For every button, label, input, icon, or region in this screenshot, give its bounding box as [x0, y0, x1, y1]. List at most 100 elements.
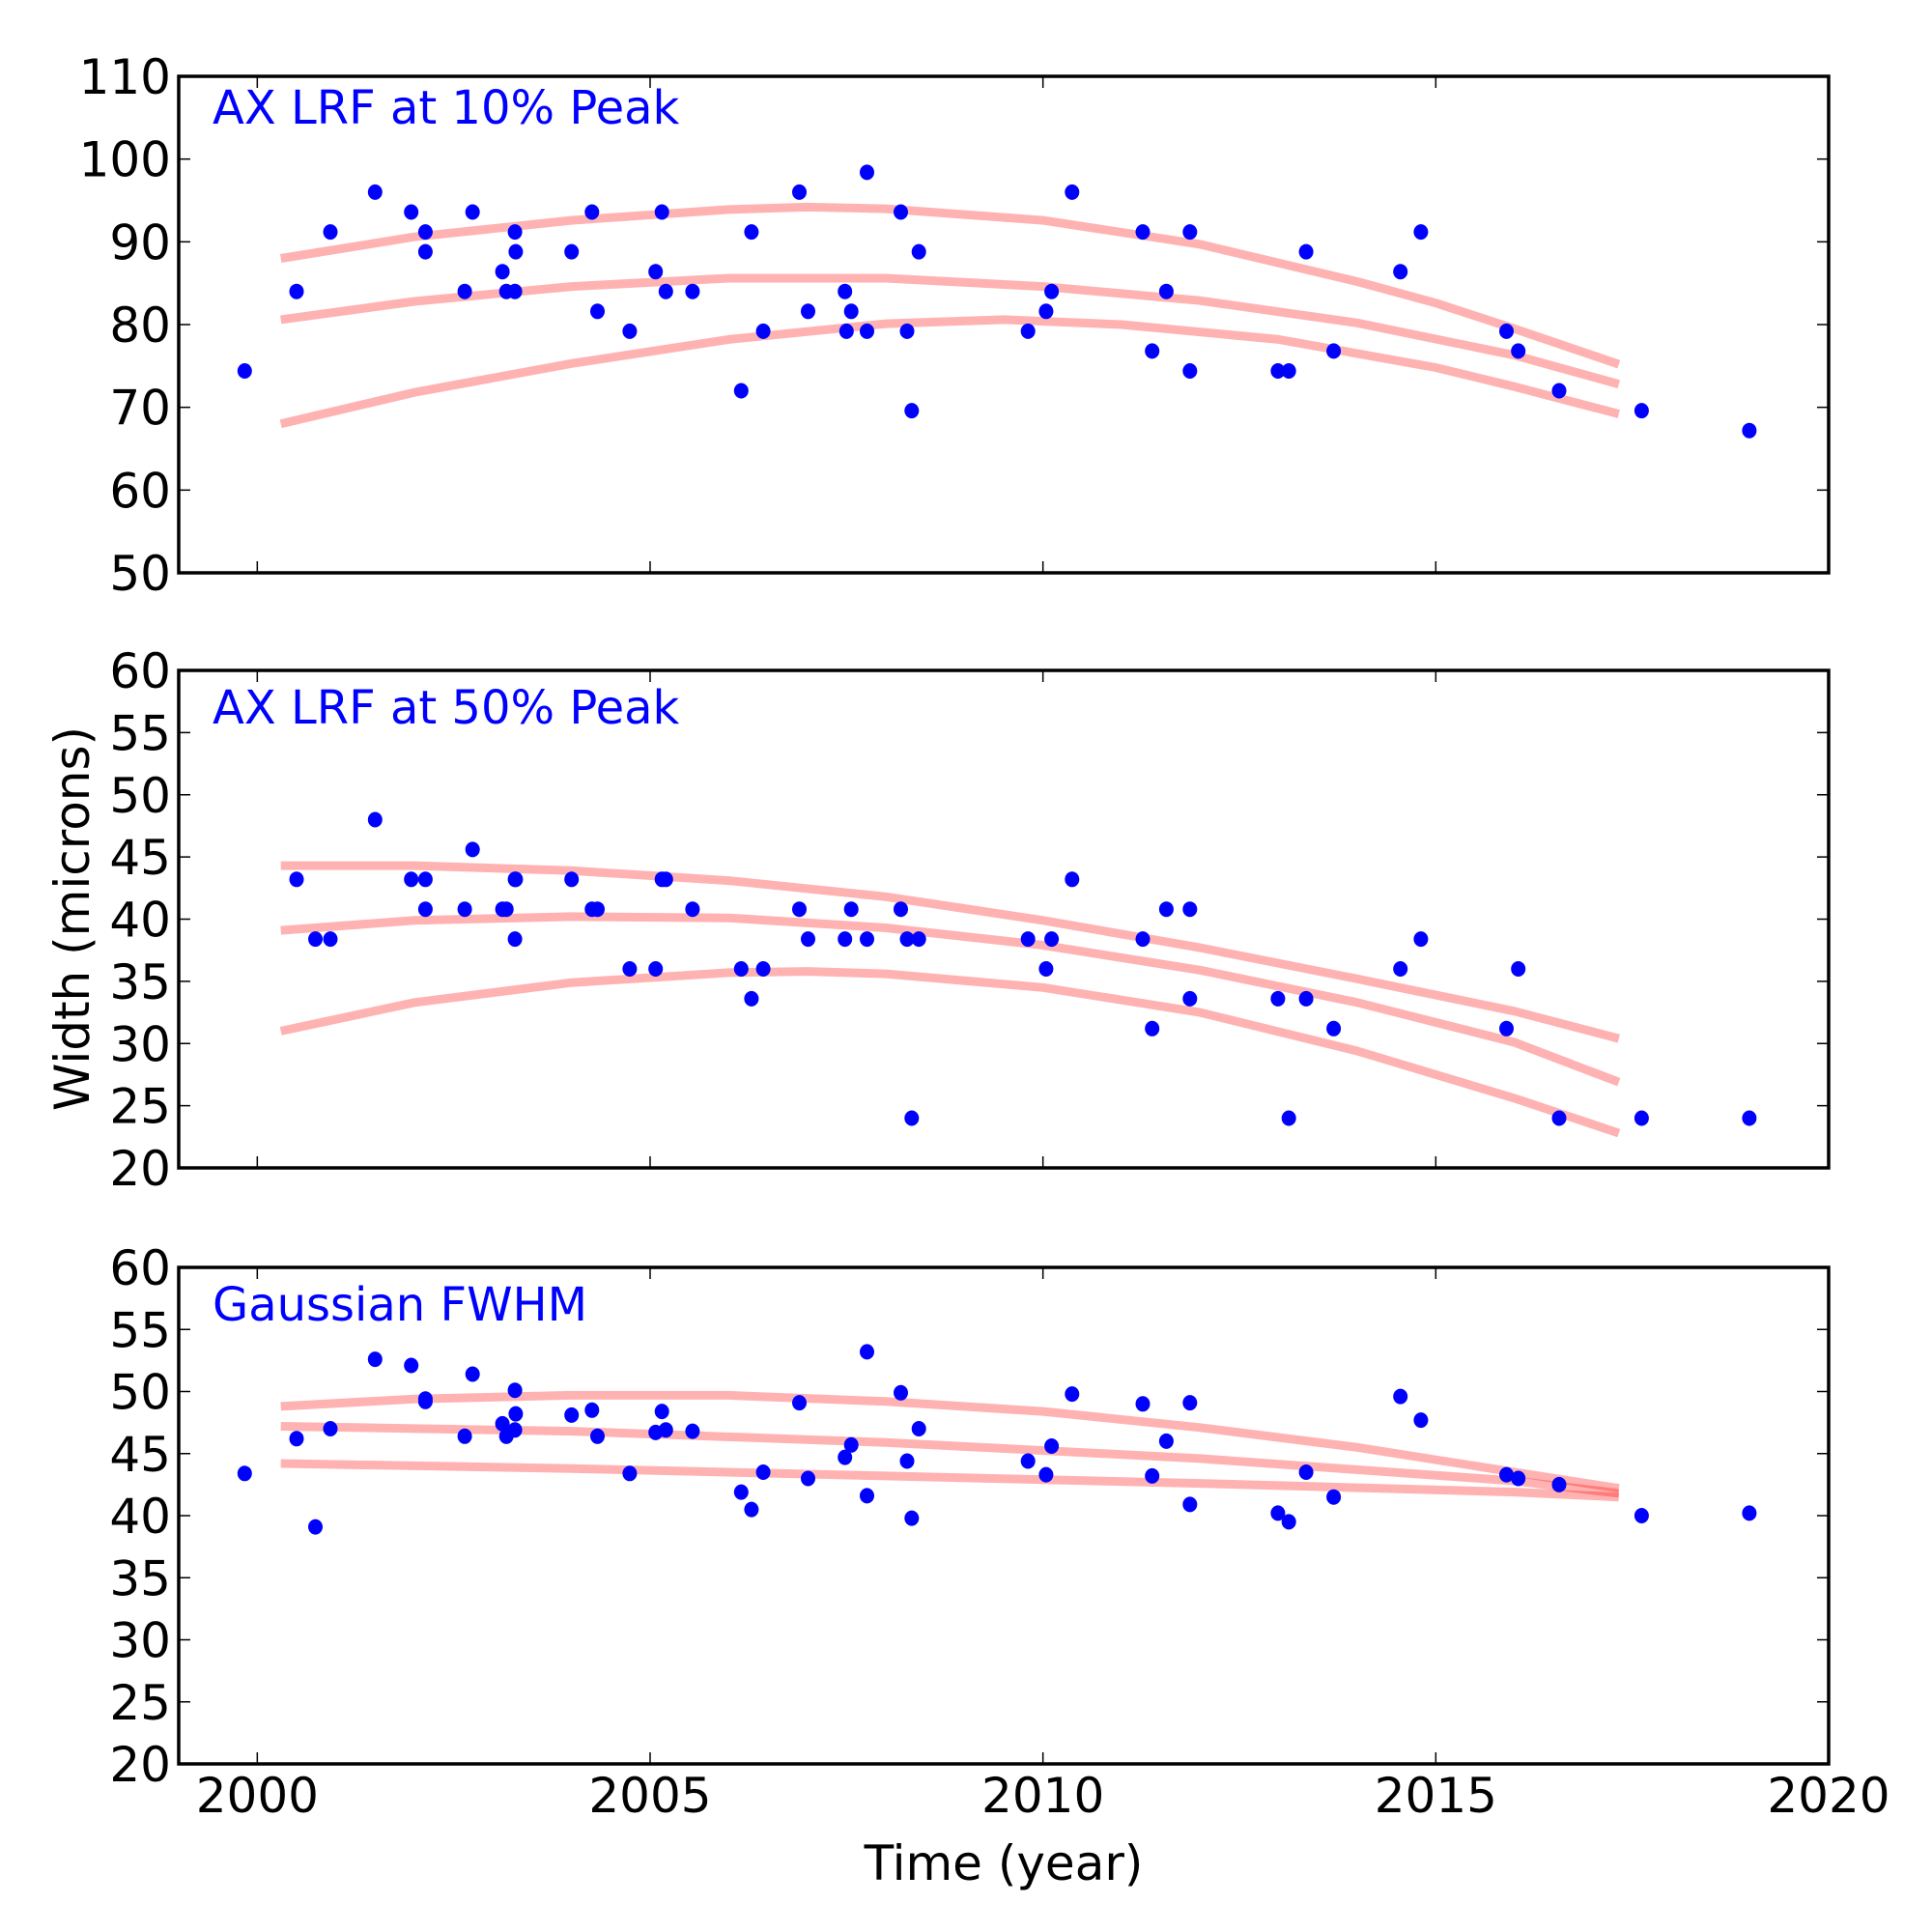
- data-point: [899, 1453, 915, 1469]
- data-point: [323, 224, 338, 241]
- fit-line-middle: [280, 912, 1621, 1087]
- y-tick-label: 45: [109, 1427, 171, 1483]
- data-point: [367, 1351, 383, 1368]
- data-point: [658, 871, 673, 888]
- data-point: [733, 383, 749, 399]
- data-point: [744, 1501, 759, 1518]
- data-point: [590, 901, 605, 918]
- data-point: [1270, 1505, 1286, 1521]
- data-point: [289, 1431, 304, 1447]
- data-point: [584, 1402, 600, 1418]
- data-point: [237, 363, 252, 379]
- data-point: [465, 204, 480, 220]
- data-point: [1511, 1470, 1526, 1487]
- data-point: [404, 871, 419, 888]
- x-tick-label: 2020: [1767, 1768, 1889, 1824]
- y-tick-label: 30: [109, 1016, 171, 1072]
- data-point: [1742, 1505, 1757, 1521]
- data-point: [733, 961, 749, 977]
- data-point: [1298, 1464, 1314, 1480]
- fit-line-middle: [280, 1422, 1620, 1498]
- y-tick-label: 70: [109, 381, 171, 437]
- data-point: [507, 1382, 523, 1399]
- data-point: [417, 243, 433, 260]
- data-point: [1413, 224, 1429, 241]
- y-tick-label: 50: [109, 546, 171, 602]
- x-tick-label: 2015: [1375, 1768, 1497, 1824]
- y-tick-label: 35: [109, 1550, 171, 1606]
- data-point: [744, 224, 759, 241]
- data-point: [1182, 901, 1198, 918]
- data-point: [457, 283, 472, 299]
- data-point: [860, 323, 874, 339]
- data-point: [1135, 224, 1151, 241]
- data-point: [1634, 1110, 1649, 1126]
- data-point: [1499, 1020, 1514, 1037]
- data-point: [894, 204, 908, 220]
- data-point: [507, 283, 523, 299]
- data-points: [289, 811, 1757, 1126]
- data-point: [584, 204, 600, 220]
- data-point: [1298, 243, 1314, 260]
- data-point: [404, 1357, 419, 1374]
- data-point: [308, 1519, 323, 1535]
- y-tick-label: 30: [109, 1613, 171, 1669]
- data-point: [899, 931, 915, 948]
- data-point: [801, 303, 815, 320]
- data-point: [658, 283, 673, 299]
- data-point: [417, 901, 433, 918]
- panel-title: Gaussian FWHM: [213, 1278, 587, 1332]
- data-point: [792, 901, 807, 918]
- data-point: [838, 283, 853, 299]
- data-point: [367, 184, 383, 200]
- data-point: [1511, 961, 1526, 977]
- data-point: [457, 901, 472, 918]
- data-point: [1413, 931, 1429, 948]
- data-point: [1742, 1110, 1757, 1126]
- fit-line-upper: [280, 1390, 1620, 1493]
- data-point: [1326, 343, 1342, 359]
- data-point: [1158, 901, 1174, 918]
- data-point: [622, 961, 638, 977]
- data-point: [801, 931, 815, 948]
- data-point: [1044, 1438, 1060, 1454]
- y-tick-label: 90: [109, 214, 171, 270]
- data-point: [894, 901, 908, 918]
- data-point: [308, 931, 323, 948]
- fit-line-lower: [279, 967, 1621, 1138]
- data-point: [508, 871, 524, 888]
- plot-frame: [177, 74, 1831, 575]
- data-point: [495, 264, 510, 280]
- data-point: [507, 931, 523, 948]
- y-tick-label: 80: [109, 298, 171, 354]
- x-tick-label: 2005: [588, 1768, 711, 1824]
- fit-line-upper: [280, 861, 1620, 1043]
- data-point: [654, 204, 669, 220]
- data-point: [404, 204, 419, 220]
- data-point: [1044, 931, 1060, 948]
- data-point: [1270, 363, 1286, 379]
- data-point: [904, 403, 920, 419]
- data-point: [658, 1422, 673, 1438]
- data-point: [755, 961, 771, 977]
- data-point: [792, 184, 807, 200]
- data-point: [564, 1406, 580, 1423]
- fit-lines: [279, 861, 1621, 1138]
- data-point: [1158, 283, 1174, 299]
- data-point: [495, 1415, 510, 1432]
- data-points: [237, 164, 1757, 439]
- data-point: [843, 901, 859, 918]
- data-point: [323, 1421, 338, 1436]
- data-point: [838, 323, 854, 339]
- data-point: [1038, 303, 1054, 320]
- y-tick-label: 60: [109, 463, 171, 519]
- y-tick-label: 110: [79, 49, 171, 105]
- data-point: [733, 1484, 749, 1500]
- data-point: [622, 1465, 638, 1482]
- data-point: [899, 323, 915, 339]
- x-tick-label: 2010: [981, 1768, 1104, 1824]
- data-point: [860, 1488, 874, 1504]
- x-axis-label: Time (year): [864, 1835, 1144, 1891]
